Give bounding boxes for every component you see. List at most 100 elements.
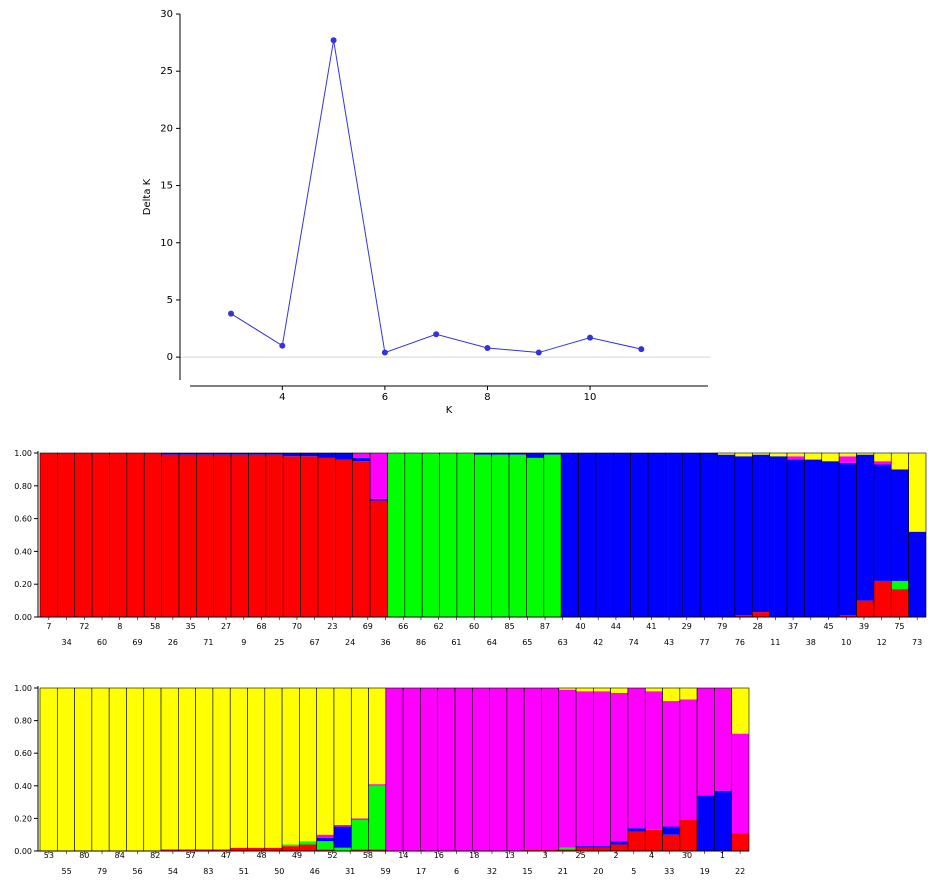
structure-top-bar-segment [526, 453, 544, 458]
structure-bottom-bar-segment [662, 688, 680, 702]
structure-bottom-bar-segment [385, 688, 404, 851]
structure-bottom-bar-segment [247, 847, 265, 851]
structure-bottom-x-tick-label: 17 [416, 867, 426, 876]
delta-k-point [381, 349, 388, 356]
structure-bottom-x-tick-label: 6 [454, 867, 459, 876]
structure-bottom-bar-segment [333, 824, 352, 827]
structure-bottom-bar-segment [593, 688, 611, 692]
structure-bottom-bar-segment [161, 688, 179, 850]
structure-bottom-bar-segment [74, 688, 92, 851]
structure-bottom-bar-segment [316, 849, 334, 851]
structure-bottom-bar-segment [489, 688, 507, 851]
structure-bottom-bar-segment [679, 699, 698, 821]
structure-top-bar-segment [300, 453, 318, 457]
structure-top-x-tick-label: 10 [841, 638, 851, 647]
structure-bottom-bar-segment [610, 841, 628, 845]
structure-top-x-tick-label: 62 [434, 622, 444, 631]
structure-top-bar-segment [630, 453, 649, 617]
delta-k-point [535, 349, 542, 356]
structure-bottom-bar-segment [593, 846, 611, 848]
structure-top-y-tick-label: 1.00 [14, 449, 32, 458]
structure-bottom-x-tick-label: 19 [700, 867, 710, 876]
structure-top-bar-segment [335, 459, 353, 617]
structure-top-x-tick-label: 23 [327, 622, 337, 631]
structure-top-x-tick-label: 34 [61, 638, 71, 647]
structure-top-x-tick-label: 36 [380, 638, 390, 647]
structure-bottom-bar-segment [40, 688, 58, 851]
structure-top-bar-segment [509, 453, 527, 455]
structure-bottom-y-tick-label: 0.00 [14, 847, 32, 856]
structure-top-bar-segment [873, 464, 892, 581]
structure-top-x-tick-label: 68 [256, 622, 266, 631]
structure-bottom-bar-segment [645, 829, 663, 851]
structure-top-x-tick-label: 45 [823, 622, 833, 631]
structure-top-bar-segment [491, 453, 510, 455]
structure-top-bar-segment [821, 453, 840, 462]
structure-top-bar-segment [839, 615, 857, 617]
structure-top-x-tick-label: 26 [168, 638, 178, 647]
structure-top-bar-segment [543, 453, 562, 455]
structure-top-bar-segment [509, 454, 527, 617]
structure-top-bar-segment [474, 454, 492, 617]
structure-top-bar-segment [439, 453, 457, 617]
structure-bottom-x-tick-label: 51 [239, 867, 249, 876]
structure-top-bar-segment [873, 461, 892, 465]
structure-top-x-tick-label: 39 [859, 622, 869, 631]
structure-top-bar-segment [682, 453, 701, 617]
structure-top-bar-segment [57, 453, 75, 617]
structure-top-bar-segment [787, 453, 805, 457]
structure-bottom-bar-segment [351, 818, 369, 821]
structure-bottom-x-tick-label: 20 [593, 867, 603, 876]
structure-top-bar-segment [839, 453, 857, 457]
structure-bottom-x-tick-label: 79 [97, 867, 107, 876]
structure-bottom-bar-segment [420, 688, 438, 851]
structure-bottom-bar-segment [714, 790, 732, 851]
structure-bottom-bar-segment [627, 828, 646, 832]
structure-top-x-tick-label: 44 [611, 622, 621, 631]
structure-bottom-x-tick-label: 4 [649, 851, 654, 860]
structure-top-bar-segment [752, 454, 770, 613]
structure-bottom-bar-segment [627, 688, 646, 829]
structure-top-bar-segment [873, 580, 892, 617]
structure-top-x-tick-label: 69 [132, 638, 142, 647]
structure-bottom-bar-segment [264, 688, 283, 848]
structure-top-bar-segment [543, 454, 562, 617]
structure-top-bar-segment [613, 453, 631, 617]
structure-bottom-bar-segment [610, 844, 628, 851]
structure-top-bar-segment [404, 453, 423, 617]
structure-top-bar-segment [265, 454, 284, 617]
structure-bottom-bar-segment [351, 849, 369, 851]
structure-bottom-bar-segment [731, 688, 749, 734]
structure-top-bar-segment [700, 453, 718, 617]
structure-top-bar-segment [178, 453, 197, 455]
structure-top-x-tick-label: 60 [469, 622, 479, 631]
structure-bottom-bar-segment [368, 785, 386, 850]
structure-bottom-bar-segment [282, 844, 300, 847]
structure-bottom-bar-segment [316, 837, 334, 842]
structure-top-y-tick-label: 0.20 [14, 580, 32, 589]
structure-top-x-tick-label: 9 [241, 638, 246, 647]
structure-bottom-bar-segment [610, 688, 628, 693]
structure-top-bar-segment [769, 456, 788, 617]
y-tick-label: 10 [160, 238, 173, 249]
structure-bottom-bar-segment [455, 688, 473, 851]
structure-bottom-bar-segment [558, 849, 577, 851]
structure-top-bar-segment [787, 456, 805, 460]
structure-bottom-y-tick-label: 0.40 [14, 782, 32, 791]
structure-bottom-bar-segment [541, 849, 559, 851]
structure-top-bar-segment [178, 454, 197, 617]
structure-top-bar-segment [213, 453, 232, 455]
structure-bottom-bar-segment [212, 688, 231, 850]
structure-top-x-tick-label: 71 [203, 638, 213, 647]
delta-k-point [638, 346, 645, 353]
structure-top-bar-segment [126, 453, 145, 617]
structure-bottom-bar-segment [403, 688, 421, 851]
y-axis-label: Delta K [142, 178, 153, 215]
structure-top-bar-segment [891, 469, 909, 581]
structure-top-bar-segment [144, 453, 162, 617]
structure-top-x-tick-label: 27 [221, 622, 231, 631]
structure-bottom-bar-segment [161, 849, 179, 851]
structure-top-bar-segment [752, 612, 770, 617]
structure-bottom-bar-segment [576, 688, 594, 692]
structure-top-bar-segment [283, 456, 301, 617]
